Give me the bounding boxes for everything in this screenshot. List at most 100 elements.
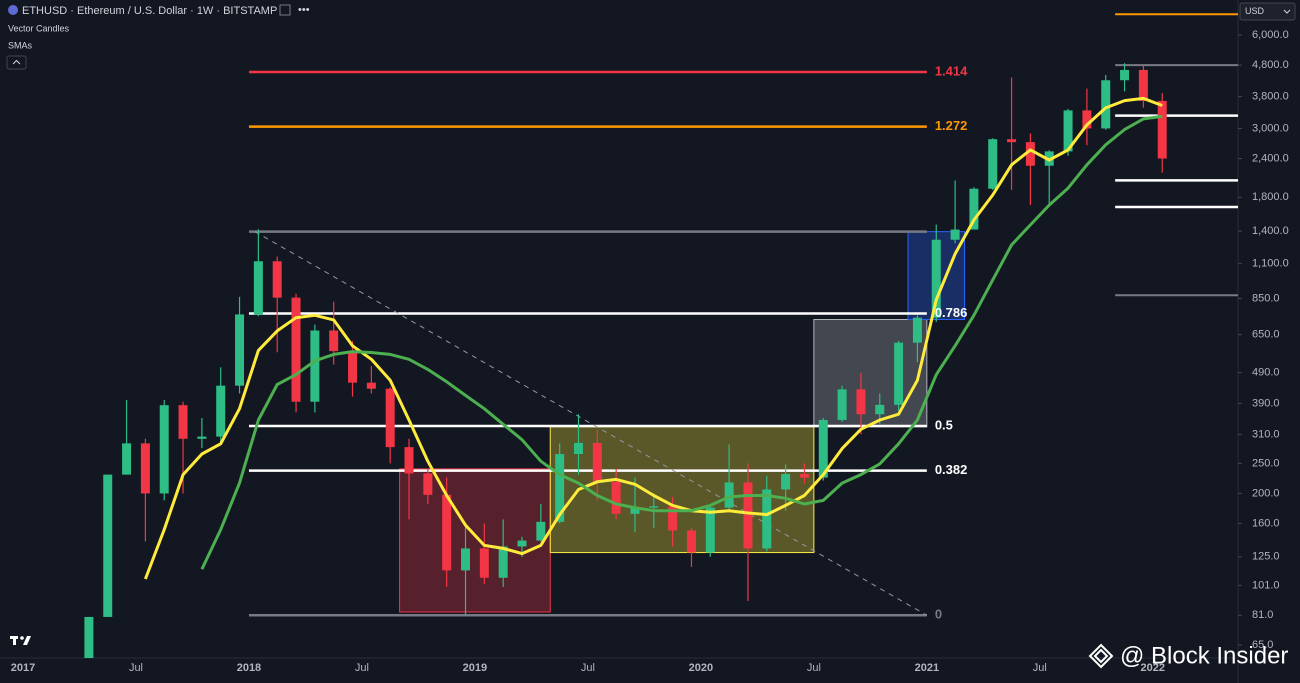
candle-body: [291, 297, 301, 402]
x-tick-label: Jul: [581, 662, 595, 674]
symbol-icon: [8, 5, 18, 15]
candle-body: [197, 436, 207, 439]
more-button[interactable]: •••: [298, 4, 310, 16]
candle-body: [799, 474, 809, 478]
candle-body: [611, 481, 621, 514]
fib-label: 0.786: [935, 305, 968, 320]
candle-body: [216, 385, 226, 437]
indicator-label[interactable]: SMAs: [8, 40, 33, 50]
y-tick-label: 81.0: [1252, 609, 1273, 621]
currency-label: USD: [1245, 6, 1265, 16]
y-tick-label: 3,800.0: [1252, 90, 1289, 102]
flag-icon[interactable]: [279, 4, 291, 16]
fib-label: 1.272: [935, 118, 968, 133]
candle-body: [649, 506, 659, 508]
candle-body: [875, 404, 885, 415]
candle-body: [555, 454, 565, 522]
candle-body: [856, 389, 866, 415]
y-tick-label: 4,800.0: [1252, 59, 1289, 71]
candle-body: [404, 447, 414, 474]
y-tick-label: 1,800.0: [1252, 191, 1289, 203]
y-tick-label: 250.0: [1252, 457, 1280, 469]
candle-body: [140, 443, 150, 494]
candle-body: [931, 239, 941, 318]
y-tick-label: 390.0: [1252, 397, 1280, 409]
candle-body: [159, 405, 169, 494]
y-tick-label: 200.0: [1252, 487, 1280, 499]
candle-body: [1082, 110, 1092, 129]
candle-body: [366, 382, 376, 389]
candle-body: [592, 442, 602, 482]
fib-label: 0: [935, 607, 942, 622]
candle-body: [837, 389, 847, 420]
y-tick-label: 650.0: [1252, 328, 1280, 340]
candle-body: [122, 443, 132, 475]
fib-label: 0.5: [935, 417, 953, 432]
candle-body: [498, 546, 508, 578]
zone-box: [399, 468, 551, 613]
candle-body: [950, 229, 960, 240]
y-tick-label: 2,400.0: [1252, 152, 1289, 164]
candle-body: [912, 317, 922, 343]
candle-body: [686, 530, 696, 553]
trendline: [254, 231, 928, 616]
candle-body: [385, 388, 395, 448]
candle-body: [479, 548, 489, 578]
candle-body: [235, 314, 245, 386]
candle-body: [348, 351, 358, 383]
candle-body: [178, 405, 188, 439]
candle-body: [762, 489, 772, 549]
candle-body: [573, 442, 583, 455]
dropdown-icon: [1283, 9, 1291, 14]
x-tick-label: 2022: [1141, 662, 1165, 674]
y-tick-label: 65.0: [1252, 639, 1273, 651]
watermark: @ Block Insider: [1120, 642, 1288, 669]
x-tick-label: Jul: [807, 662, 821, 674]
indicator-label[interactable]: Vector Candles: [8, 23, 70, 33]
x-tick-label: 2019: [463, 662, 487, 674]
collapse-button[interactable]: [6, 55, 27, 70]
x-tick-label: 2020: [689, 662, 713, 674]
candle-body: [668, 506, 678, 531]
y-tick-label: 125.0: [1252, 551, 1280, 563]
y-tick-label: 850.0: [1252, 292, 1280, 304]
candle-body: [969, 188, 979, 230]
y-tick-label: 310.0: [1252, 428, 1280, 440]
x-tick-label: Jul: [355, 662, 369, 674]
candle-body: [442, 494, 452, 571]
y-tick-label: 1,100.0: [1252, 258, 1289, 270]
candle-body: [517, 540, 527, 547]
overlay: ETHUSD · Ethereum / U.S. Dollar · 1W · B…: [6, 2, 1296, 669]
candle-body: [1101, 80, 1111, 129]
candle-body: [1138, 69, 1148, 101]
currency-select[interactable]: [1239, 2, 1296, 21]
candle-body: [272, 261, 282, 298]
candle-body: [894, 342, 904, 405]
candle-body: [84, 616, 94, 658]
candle-body: [1007, 139, 1017, 143]
candle-body: [423, 473, 433, 495]
fib-label: 0.382: [935, 462, 968, 477]
candle-body: [630, 507, 640, 514]
candle-body: [536, 521, 546, 541]
x-tick-label: Jul: [1033, 662, 1047, 674]
y-tick-label: 6,000.0: [1252, 29, 1289, 41]
candle-body: [1063, 110, 1073, 152]
x-tick-label: Jul: [129, 662, 143, 674]
zone-box: [813, 318, 928, 428]
candle-body: [988, 139, 998, 189]
candle-body: [310, 330, 320, 402]
collapse-icon: [12, 59, 21, 65]
symbol-line[interactable]: ETHUSD · Ethereum / U.S. Dollar · 1W · B…: [22, 5, 277, 17]
candle-body: [1025, 142, 1035, 166]
candle-body: [743, 482, 753, 549]
candle-body: [781, 474, 791, 490]
y-tick-label: 1,400.0: [1252, 225, 1289, 237]
fib-label: 1.414: [935, 63, 968, 78]
x-tick-label: 2017: [11, 662, 35, 674]
tv-logo: [10, 636, 31, 645]
watermark-logo: [1088, 643, 1114, 669]
candle-body: [461, 548, 471, 571]
candle-body: [724, 482, 734, 508]
